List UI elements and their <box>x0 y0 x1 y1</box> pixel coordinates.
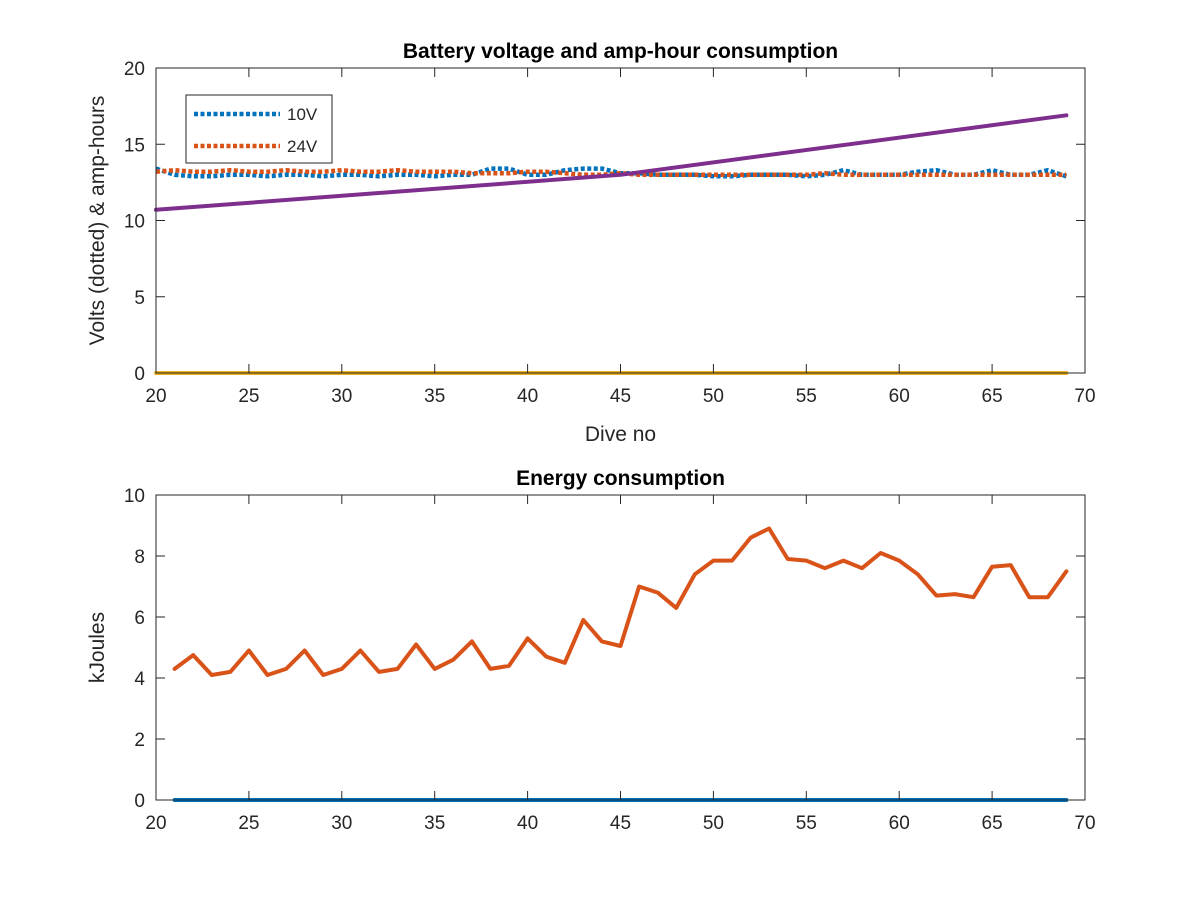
y-axis-label: kJoules <box>86 612 109 683</box>
x-tick-label: 35 <box>424 386 445 407</box>
voltage-amphour-plot: Battery voltage and amp-hour consumption… <box>86 40 1096 446</box>
x-tick-label: 70 <box>1074 813 1095 834</box>
x-tick-label: 45 <box>610 813 631 834</box>
x-tick-label: 55 <box>796 386 817 407</box>
y-tick-label: 2 <box>134 730 145 751</box>
x-tick-label: 20 <box>145 386 166 407</box>
x-tick-label: 20 <box>145 813 166 834</box>
x-tick-label: 30 <box>331 386 352 407</box>
x-axis-label: Dive no <box>585 423 656 446</box>
x-tick-label: 25 <box>238 386 259 407</box>
x-tick-label: 35 <box>424 813 445 834</box>
x-tick-label: 40 <box>517 813 538 834</box>
x-tick-label: 70 <box>1074 386 1095 407</box>
energy-consumption-plot: Energy consumption kJoules 20 25 30 35 40 45 5… <box>86 467 1096 834</box>
series-line-line-4 <box>154 113 1069 212</box>
y-tick-label: 20 <box>124 59 145 80</box>
series-line-line-1 <box>172 526 1069 677</box>
x-tick-label: 50 <box>703 813 724 834</box>
y-tick-label: 0 <box>134 364 145 385</box>
y-tick-label: 5 <box>134 288 145 309</box>
y-tick-label: 8 <box>134 547 145 568</box>
y-tick-label: 4 <box>134 669 145 690</box>
y-tick-label: 0 <box>134 791 145 812</box>
y-tick-label: 6 <box>134 608 145 629</box>
x-tick-label: 50 <box>703 386 724 407</box>
x-tick-label: 25 <box>238 813 259 834</box>
legend-box <box>185 94 333 164</box>
x-tick-label: 65 <box>982 386 1003 407</box>
chart-title: Battery voltage and amp-hour consumption <box>403 40 838 63</box>
y-tick-label: 10 <box>124 486 145 507</box>
legend: 10V 24V <box>185 94 333 164</box>
x-tick-label: 45 <box>610 386 631 407</box>
x-tick-label: 55 <box>796 813 817 834</box>
x-tick-label: 30 <box>331 813 352 834</box>
series-line-10v <box>155 166 1068 179</box>
x-tick-label: 65 <box>982 813 1003 834</box>
chart-title: Energy consumption <box>516 467 725 490</box>
x-tick-label: 60 <box>889 386 910 407</box>
series-group <box>172 526 1069 802</box>
y-axis-label: Volts (dotted) & amp-hours <box>86 96 109 346</box>
y-tick-label: 10 <box>124 212 145 233</box>
legend-label: 24V <box>287 137 318 156</box>
x-tick-label: 40 <box>517 386 538 407</box>
legend-label: 10V <box>287 105 318 124</box>
x-tick-label: 60 <box>889 813 910 834</box>
y-tick-label: 15 <box>124 135 145 156</box>
